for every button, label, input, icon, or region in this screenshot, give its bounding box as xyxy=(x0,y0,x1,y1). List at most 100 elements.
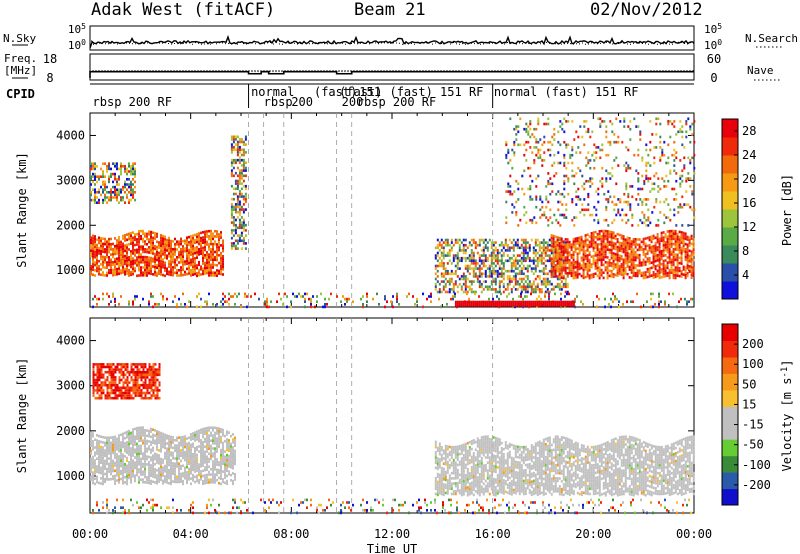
power-cell xyxy=(605,179,608,183)
power-cell xyxy=(692,274,695,277)
power-cell xyxy=(438,256,441,260)
power-cell xyxy=(492,243,495,247)
power-cell xyxy=(148,266,150,270)
velocity-cell xyxy=(166,457,168,461)
power-cell xyxy=(626,252,629,255)
power-cell xyxy=(577,146,580,149)
velocity-cell xyxy=(96,457,98,460)
power-cell xyxy=(678,274,681,278)
power-cell xyxy=(598,271,601,275)
power-cell xyxy=(637,187,640,191)
power-cell xyxy=(572,250,575,254)
power-cell xyxy=(218,269,220,273)
power-cell xyxy=(496,269,499,273)
power-cell xyxy=(566,251,569,254)
power-cell xyxy=(552,260,555,264)
power-cell xyxy=(538,241,541,244)
power-cell xyxy=(188,267,190,270)
power-cell xyxy=(478,256,481,260)
power-cell xyxy=(640,245,643,249)
power-cell xyxy=(120,167,122,171)
power-cell xyxy=(444,277,447,281)
power-cell xyxy=(214,240,216,243)
power-cell xyxy=(527,140,530,144)
power-cell xyxy=(535,185,538,188)
power-cell xyxy=(202,254,204,257)
power-cell xyxy=(146,274,148,277)
power-cell xyxy=(524,238,527,242)
power-cell xyxy=(210,258,212,261)
velocity-cell xyxy=(184,445,186,449)
power-cell xyxy=(236,143,239,146)
power-cell xyxy=(659,146,662,149)
power-cell xyxy=(210,266,212,269)
power-cell xyxy=(572,240,575,244)
power-cell xyxy=(174,266,176,269)
power-cell xyxy=(482,251,485,255)
power-cell xyxy=(662,249,665,252)
power-cell xyxy=(545,185,548,188)
velocity-cell xyxy=(142,441,144,445)
power-cell xyxy=(535,221,538,225)
power-cell xyxy=(552,240,555,243)
power-cell xyxy=(684,253,687,256)
power-cell xyxy=(488,272,491,276)
power-cell xyxy=(616,297,618,301)
velocity-cell xyxy=(124,442,126,445)
power-cell xyxy=(674,266,677,269)
power-cell xyxy=(138,235,140,238)
power-cell xyxy=(654,275,657,279)
power-cell xyxy=(214,229,216,233)
power-cell xyxy=(558,262,561,265)
power-cell xyxy=(665,216,668,219)
power-cell xyxy=(620,234,623,237)
power-cell xyxy=(108,240,110,243)
power-cell xyxy=(570,300,573,307)
velocity-cell xyxy=(108,449,110,453)
power-cell xyxy=(524,256,527,260)
velocity-cell xyxy=(148,466,150,469)
power-cell xyxy=(90,254,92,258)
power-cell xyxy=(571,218,574,222)
power-cell xyxy=(603,192,606,196)
power-cell xyxy=(624,254,627,257)
power-cell xyxy=(664,300,666,303)
power-cell xyxy=(116,249,118,253)
power-cell xyxy=(654,257,657,260)
power-cell xyxy=(683,164,686,167)
velocity-cell xyxy=(152,457,154,460)
power-cell xyxy=(536,238,539,242)
power-cell xyxy=(462,300,465,307)
power-cell xyxy=(688,236,691,240)
power-cell xyxy=(122,198,124,202)
velocity-cell xyxy=(170,451,172,454)
power-cell xyxy=(669,218,672,222)
power-cell xyxy=(566,253,569,257)
power-cell xyxy=(204,261,206,265)
power-cell xyxy=(238,151,241,154)
power-cell xyxy=(236,145,239,149)
power-cell xyxy=(148,261,150,265)
power-cell xyxy=(614,234,617,238)
power-cell xyxy=(454,300,457,307)
power-cell xyxy=(120,243,122,246)
power-cell xyxy=(548,259,551,263)
power-cell xyxy=(456,275,459,278)
velocity-cell xyxy=(102,477,104,481)
power-cell xyxy=(232,229,235,232)
power-cell xyxy=(564,280,567,283)
power-cell xyxy=(94,235,96,238)
velocity-cell xyxy=(184,437,186,441)
power-cell xyxy=(190,242,192,246)
power-cell xyxy=(438,297,440,301)
power-cell xyxy=(242,161,245,165)
velocity-cell xyxy=(156,474,158,477)
power-cell xyxy=(597,200,600,204)
power-cell xyxy=(659,140,662,144)
power-cell xyxy=(626,262,629,266)
power-cell xyxy=(96,246,98,249)
power-cell xyxy=(596,245,599,249)
velocity-cell xyxy=(162,482,164,485)
power-cell xyxy=(625,166,628,170)
power-cell xyxy=(576,252,579,256)
